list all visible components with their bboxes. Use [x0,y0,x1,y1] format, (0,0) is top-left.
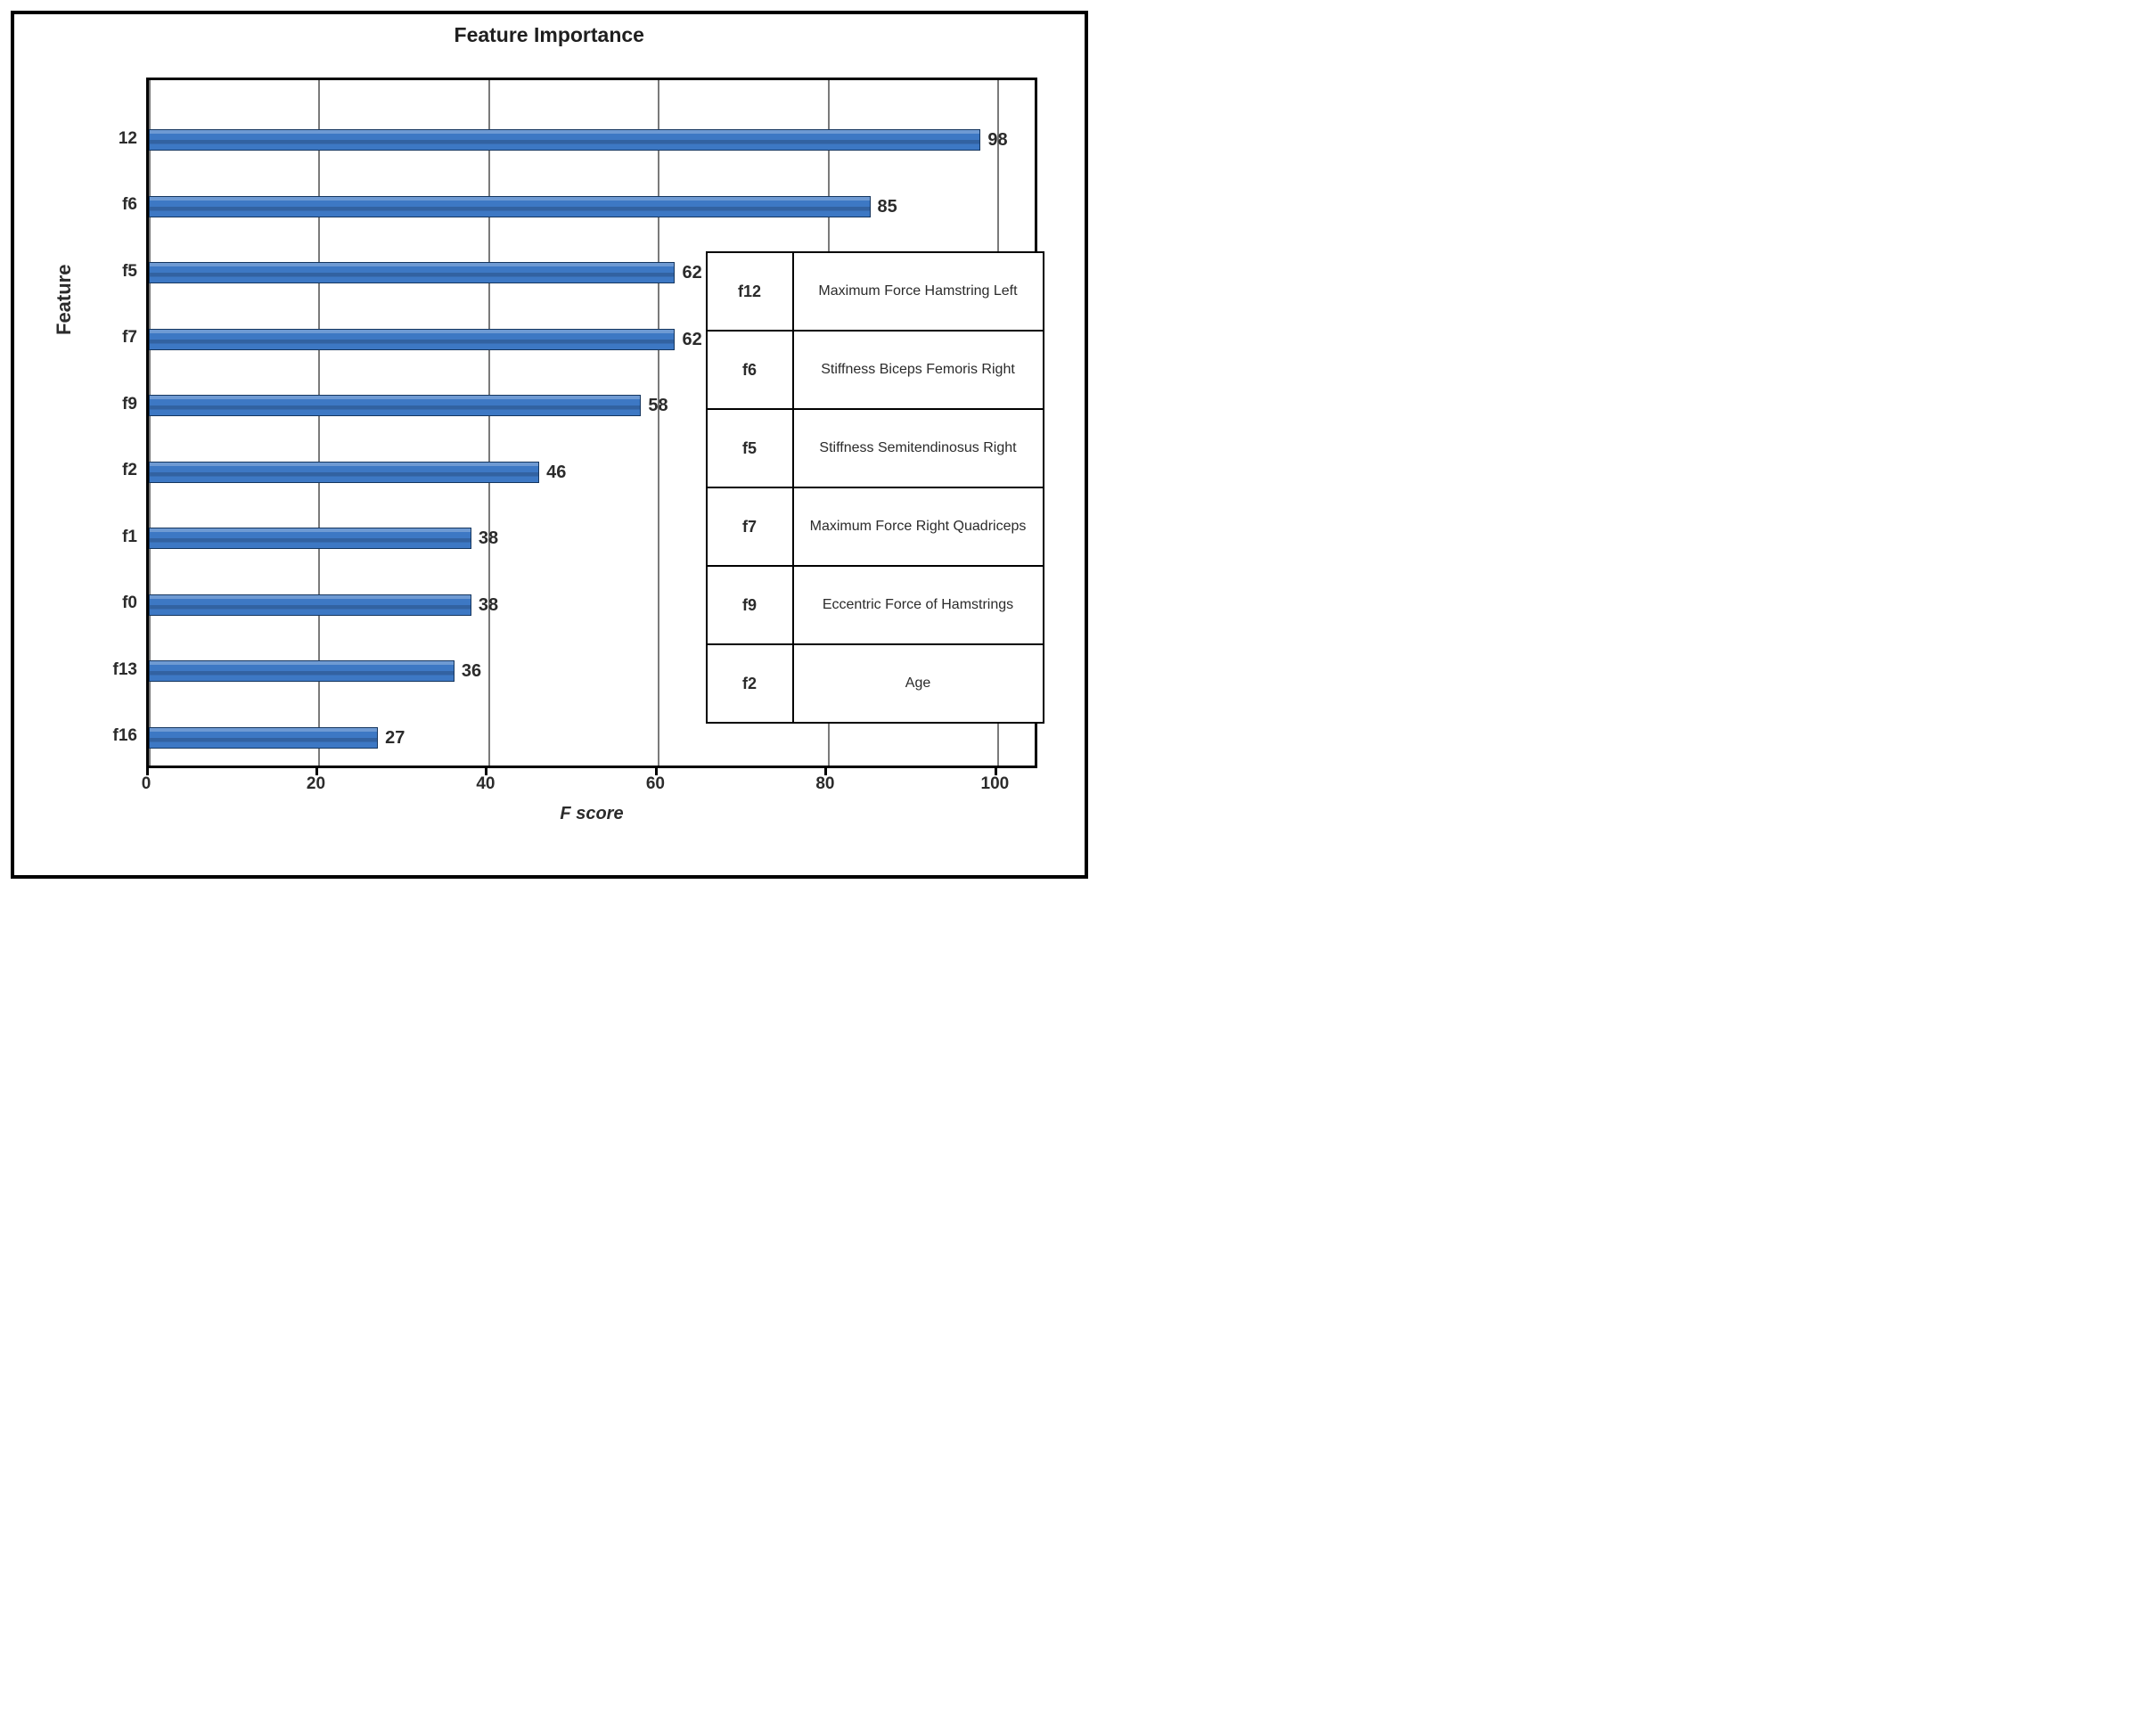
bar-value-label: 62 [682,263,701,283]
chart-body: 98856262584638383627 Feature F score f12… [21,49,1077,857]
bar [149,129,980,151]
legend-row: f7Maximum Force Right Quadriceps [707,487,1044,566]
bar [149,395,641,416]
bar-value-label: 85 [878,197,897,217]
x-axis-title: F score [503,804,681,824]
x-tick-label: 20 [289,774,342,794]
x-tick-label: 0 [119,774,173,794]
legend-row: f6Stiffness Biceps Femoris Right [707,331,1044,409]
chart-title: Feature Importance [21,23,1077,47]
x-tick-label: 80 [799,774,852,794]
legend-desc: Stiffness Semitendinosus Right [793,409,1044,487]
y-tick-label: f9 [84,395,137,414]
legend-desc: Maximum Force Right Quadriceps [793,487,1044,566]
y-tick-label: f13 [84,660,137,680]
legend-key: f2 [707,644,793,723]
bar-value-label: 38 [479,528,498,549]
chart-frame: Feature Importance 98856262584638383627 … [11,11,1088,879]
bar [149,329,675,350]
x-tick-label: 60 [628,774,682,794]
gridline [488,80,490,766]
y-tick-label: f1 [84,528,137,547]
legend-desc: Stiffness Biceps Femoris Right [793,331,1044,409]
legend-desc: Age [793,644,1044,723]
legend-key: f12 [707,252,793,331]
legend-key: f9 [707,566,793,644]
bar-value-label: 62 [682,330,701,350]
x-tick-mark [146,768,149,775]
bar-value-label: 38 [479,595,498,616]
legend-desc: Eccentric Force of Hamstrings [793,566,1044,644]
bar [149,594,471,616]
y-tick-label: 12 [84,129,137,149]
y-tick-label: f2 [84,461,137,480]
y-tick-label: f7 [84,328,137,348]
bar [149,660,455,682]
legend-table: f12Maximum Force Hamstring Leftf6Stiffne… [706,251,1044,724]
bar-value-label: 58 [648,396,667,416]
bar-value-label: 36 [462,661,481,682]
bar [149,262,675,283]
x-tick-label: 100 [968,774,1021,794]
x-tick-mark [315,768,318,775]
legend-row: f9Eccentric Force of Hamstrings [707,566,1044,644]
bar-value-label: 27 [385,728,405,749]
y-tick-label: f0 [84,594,137,613]
bar-value-label: 46 [546,463,566,483]
bar [149,196,871,217]
y-axis-title: Feature [53,127,76,472]
legend-row: f2Age [707,644,1044,723]
x-tick-mark [824,768,827,775]
legend-key: f7 [707,487,793,566]
legend-row: f5Stiffness Semitendinosus Right [707,409,1044,487]
legend-key: f5 [707,409,793,487]
legend-desc: Maximum Force Hamstring Left [793,252,1044,331]
bar [149,727,378,749]
x-tick-mark [655,768,658,775]
gridline [658,80,659,766]
y-tick-label: f16 [84,726,137,746]
bar [149,462,539,483]
bar [149,528,471,549]
legend-key: f6 [707,331,793,409]
x-tick-mark [485,768,487,775]
y-tick-label: f6 [84,195,137,215]
x-tick-label: 40 [459,774,512,794]
bar-value-label: 98 [987,130,1007,151]
x-tick-mark [995,768,997,775]
y-tick-label: f5 [84,262,137,282]
legend-row: f12Maximum Force Hamstring Left [707,252,1044,331]
